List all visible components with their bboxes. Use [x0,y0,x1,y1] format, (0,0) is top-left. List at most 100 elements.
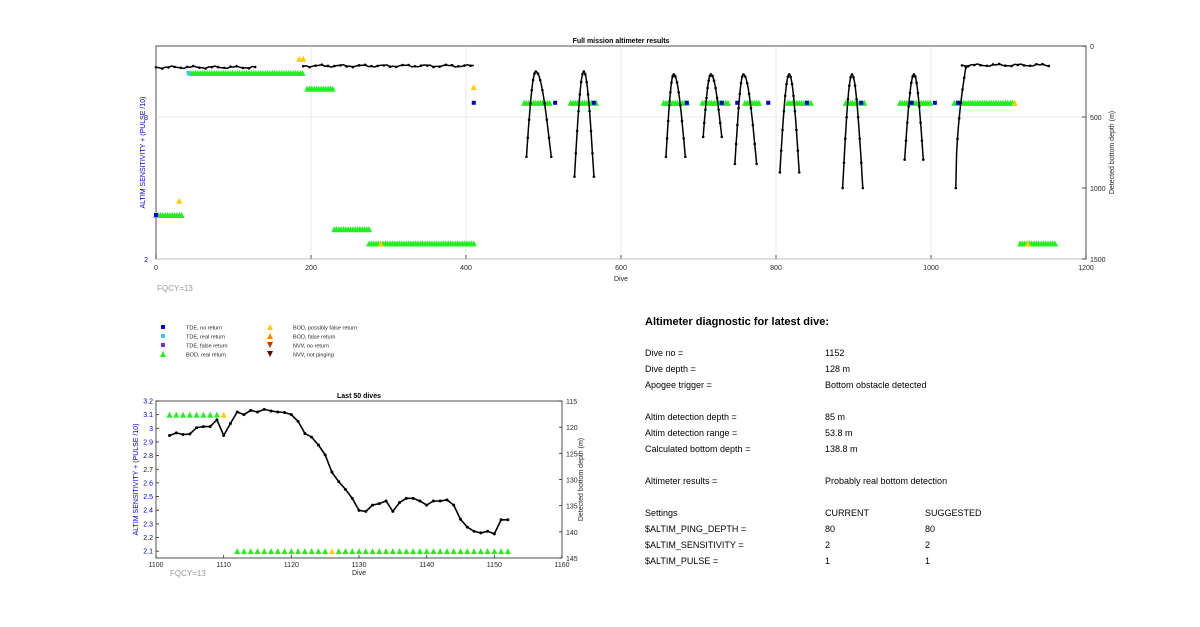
main-depth-point [167,66,170,69]
main-depth-point [533,72,536,75]
main-depth-point [714,86,717,90]
main-x-tick-label: 600 [615,265,627,272]
main-depth-point [920,139,924,142]
main-depth-point [376,64,379,68]
main-depth-point [966,64,970,68]
main-depth-point [790,82,794,86]
main-depth-point [912,73,916,76]
main-depth-point [419,64,423,68]
main-depth-point [578,93,582,96]
diag-value: Bottom obstacle detected [825,380,927,390]
main-depth-point [957,117,961,120]
main-depth-point [664,155,668,159]
main-depth-point [783,94,787,98]
small-depth-point [262,407,266,411]
small-y-left-tick-label: 2.4 [143,508,153,515]
main-depth-point [845,115,848,119]
diag-value: 1152 [825,348,845,358]
main-depth-point [543,102,546,105]
main-depth-point [734,142,738,146]
main-depth-point [1016,63,1020,67]
main-y-left-tick-label: 3 [144,115,148,122]
main-depth-point [534,70,538,73]
small-depth-point [296,419,300,423]
small-marker-bod [464,548,471,555]
small-depth-point [215,418,219,422]
small-y-left-tick-label: 2.8 [143,453,153,460]
main-depth-point [962,76,966,80]
main-depth-point [531,78,535,82]
main-depth-point [701,135,705,139]
main-depth-point [301,64,305,68]
main-depth-point [751,123,755,127]
small-y-right-tick-label: 145 [566,556,578,563]
small-depth-point [364,509,368,513]
small-marker-bod [457,548,464,555]
small-depth-point [316,443,320,447]
small-marker-bod [369,548,376,555]
small-x-tick-label: 1100 [148,562,163,569]
main-depth-point [591,151,594,155]
small-marker-bod [362,548,369,555]
small-y-left-tick-label: 2.5 [143,494,153,501]
main-depth-point [849,75,852,79]
main-depth-point [191,64,195,68]
main-marker-bod [1011,99,1018,106]
main-depth-point [906,121,909,124]
main-marker-bod [807,99,814,106]
main-marker-tde [591,100,596,105]
small-y-left-tick-label: 2.7 [143,467,153,474]
small-y-right-tick-label: 135 [566,504,578,511]
main-depth-point [173,65,176,69]
small-marker-bod-real [207,411,214,418]
small-marker-bod-real [186,411,193,418]
small-depth-point [425,503,429,507]
small-marker-bod-real [193,411,200,418]
setting-label: $ALTIM_PULSE = [645,556,719,566]
main-depth-point [796,149,800,152]
small-depth-point [235,410,239,414]
main-depth-point [961,88,964,91]
main-marker-tde [805,100,809,105]
small-marker-bod [443,548,450,555]
main-marker-bod [377,240,384,247]
small-x-tick-label: 1130 [351,562,366,569]
main-depth-point [842,161,846,165]
diag-label: Altim detection range = [645,428,738,438]
small-marker-bod-real [166,411,173,418]
main-depth-point [671,75,674,78]
setting-suggested: 2 [925,540,931,550]
small-marker-bod-possibly-false [220,411,227,418]
small-marker-bod [356,548,362,555]
small-depth-point [330,470,334,474]
main-depth-point [185,65,189,69]
legend-label: BOD, false return [293,335,336,341]
small-marker-bod [281,548,288,555]
small-y-right-tick-label: 140 [566,530,578,537]
small-marker-bod [437,548,444,555]
main-depth-point [204,67,207,70]
main-depth-point [779,149,783,152]
main-marker-tde [859,100,864,105]
main-depth-point [911,75,914,78]
main-depth-point [684,155,687,159]
main-depth-point [742,73,745,76]
small-depth-point [343,487,347,491]
small-marker-bod [247,548,254,555]
main-depth-point [222,66,226,70]
small-marker-bod [403,548,410,555]
small-depth-point [357,508,361,512]
small-x-tick-label: 1150 [487,562,502,569]
small-marker-bod [504,548,511,555]
small-y-left-axis-label: ALTIM SENSITIVITY + (PULSE /10) [133,424,140,536]
main-marker-tde [735,100,740,105]
small-marker-bod [308,548,315,555]
main-depth-point [545,118,549,122]
legend-marker-triangle [267,324,273,330]
main-depth-point [382,64,386,67]
main-depth-point [456,64,460,68]
legend-label: TDE, false return [186,344,228,350]
main-depth-point [1010,64,1013,68]
main-y-right-tick-label: 500 [1090,115,1102,122]
